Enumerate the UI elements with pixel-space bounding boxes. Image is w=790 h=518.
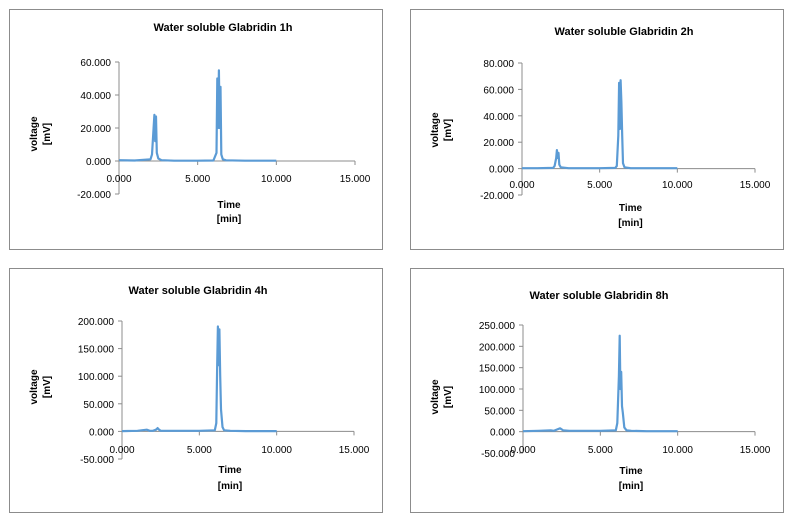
y-tick-label: -20.000 — [77, 190, 111, 201]
chart-svg: Water soluble Glabridin 8h-50.0000.00050… — [430, 290, 771, 492]
x-axis-unit: [min] — [618, 218, 642, 229]
x-tick-label: 15.000 — [740, 445, 771, 456]
y-tick-label: 20.000 — [80, 124, 111, 135]
x-tick-label: 10.000 — [662, 445, 693, 456]
x-tick-label: 5.000 — [587, 180, 612, 191]
y-axis-title: voltage — [430, 112, 441, 147]
y-axis-title-group: voltage [mV] — [29, 369, 53, 404]
x-tick-label: 5.000 — [187, 445, 212, 456]
y-axis-unit: [mV] — [42, 123, 53, 145]
chromatogram-series-line — [121, 325, 277, 433]
y-tick-label: -50.000 — [80, 455, 114, 466]
x-tick-label: 15.000 — [740, 180, 771, 191]
x-axis-title: Time — [619, 203, 643, 214]
chart-title: Water soluble Glabridin 1h — [154, 22, 293, 34]
chromatogram-series-line — [522, 79, 678, 170]
x-tick-label: 10.000 — [261, 445, 292, 456]
y-tick-label: 150.000 — [78, 345, 115, 356]
y-axis-unit: [mV] — [443, 119, 454, 141]
y-tick-label: 100.000 — [479, 385, 516, 396]
x-axis-title: Time — [217, 200, 241, 211]
x-tick-label: 0.000 — [510, 445, 535, 456]
y-tick-label: 40.000 — [80, 91, 111, 102]
y-tick-label: 100.000 — [78, 372, 115, 383]
x-tick-label: 10.000 — [261, 174, 292, 185]
y-axis-unit: [mV] — [443, 386, 454, 408]
y-tick-label: 250.000 — [479, 321, 516, 332]
y-tick-label: 80.000 — [483, 59, 514, 70]
chart-panel-2h: Water soluble Glabridin 2h -20.000 0.000 20… — [410, 9, 784, 250]
chart-panel-1h: Water soluble Glabridin 1h -20.000 0.000 20… — [9, 9, 383, 250]
x-tick-label: 10.000 — [662, 180, 693, 191]
y-tick-label: 150.000 — [479, 364, 516, 375]
x-axis-title: Time — [218, 465, 242, 476]
y-axis-title: voltage — [29, 369, 40, 404]
x-tick-label: 0.000 — [106, 174, 131, 185]
y-axis-title-group: voltage [mV] — [430, 112, 454, 147]
y-axis-title-group: voltage [mV] — [29, 116, 53, 151]
y-tick-label: 0.000 — [89, 427, 114, 438]
y-axis-title-group: voltage [mV] — [430, 379, 454, 414]
y-tick-label: 200.000 — [479, 342, 516, 353]
x-axis-unit: [min] — [218, 481, 242, 492]
y-tick-label: 200.000 — [78, 317, 115, 328]
x-axis-title: Time — [619, 466, 643, 477]
y-tick-label: 20.000 — [483, 138, 514, 149]
chromatogram-series-line — [118, 69, 277, 162]
y-tick-label: 0.000 — [489, 165, 514, 176]
chart-title: Water soluble Glabridin 2h — [555, 26, 694, 38]
x-tick-label: 5.000 — [588, 445, 613, 456]
x-tick-label: 15.000 — [339, 445, 370, 456]
y-tick-label: 50.000 — [484, 406, 515, 417]
y-tick-label: 50.000 — [83, 400, 114, 411]
chart-title: Water soluble Glabridin 8h — [530, 290, 669, 302]
x-tick-label: 0.000 — [109, 445, 134, 456]
x-axis-unit: [min] — [217, 214, 241, 225]
chart-svg: Water soluble Glabridin 4h-50.0000.00050… — [29, 285, 370, 492]
chart-title: Water soluble Glabridin 4h — [129, 285, 268, 297]
y-tick-label: -50.000 — [481, 449, 515, 460]
x-tick-label: 5.000 — [185, 174, 210, 185]
y-tick-label: 40.000 — [483, 112, 514, 123]
chromatogram-series-line — [522, 334, 678, 433]
y-axis-title: voltage — [29, 116, 40, 151]
chart-panel-8h: Water soluble Glabridin 8h -50.000 0.000 50… — [410, 268, 784, 513]
y-tick-label: -20.000 — [480, 191, 514, 202]
chart-panel-4h: Water soluble Glabridin 4h -50.000 0.000 50… — [9, 268, 383, 513]
y-axis-title: voltage — [430, 379, 441, 414]
y-tick-label: 60.000 — [483, 85, 514, 96]
x-tick-label: 15.000 — [340, 174, 371, 185]
chart-svg: Water soluble Glabridin 2h-20.0000.00020… — [430, 26, 771, 229]
y-axis-unit: [mV] — [42, 376, 53, 398]
y-tick-label: 60.000 — [80, 58, 111, 69]
x-tick-label: 0.000 — [509, 180, 534, 191]
y-tick-label: 0.000 — [86, 157, 111, 168]
y-tick-label: 0.000 — [490, 428, 515, 439]
x-axis-unit: [min] — [619, 481, 643, 492]
chart-svg: Water soluble Glabridin 1h -20.000 0.000 20… — [29, 22, 371, 225]
